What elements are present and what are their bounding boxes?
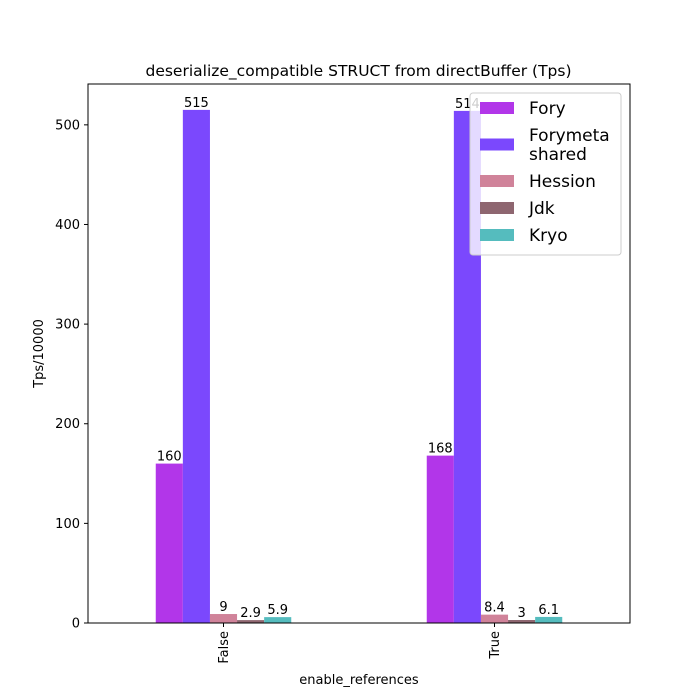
x-tick-label: True [488,631,503,660]
plot-frame [87,83,631,624]
legend-swatch-kryo [480,229,514,241]
x-axis-label: enable_references [299,673,419,688]
bar-jdk-true [508,620,536,623]
chart-title: deserialize_compatible STRUCT from direc… [145,62,571,81]
bar-value-label-forymeta-shared-false: 515 [184,96,209,111]
legend-label-kryo: Kryo [529,226,568,246]
bar-value-label-hession-false: 9 [219,600,227,615]
bar-fory-false [155,463,183,623]
legend-label-fory: Fory [529,99,566,119]
bar-hession-true [480,614,509,623]
y-axis: 0 100 200 300 400 500 [55,118,88,632]
y-tick-label: 200 [55,417,80,432]
bar-value-label-fory-false: 160 [157,450,182,465]
legend-swatch-hession [480,175,514,187]
bar-hession-false [209,614,238,623]
y-tick-label: 500 [55,118,80,133]
bar-value-label-kryo-false: 5.9 [267,603,288,618]
bar-value-label-jdk-false: 2.9 [240,606,261,621]
y-tick-label: 300 [55,318,80,333]
bar-jdk-false [237,620,265,623]
bar-value-label-kryo-true: 6.1 [538,603,559,618]
legend-label-hession: Hession [529,172,596,192]
y-tick-label: 0 [72,617,80,632]
bar-value-label-jdk-true: 3 [517,606,525,621]
legend-label-jdk: Jdk [528,199,555,219]
y-tick-label: 400 [55,218,80,233]
bar-value-label-hession-true: 8.4 [484,601,505,616]
legend-swatch-jdk [480,202,514,214]
bar-forymeta-shared-false [182,109,210,623]
x-tick-label: False [217,631,232,664]
bar-value-label-fory-true: 168 [428,442,453,457]
legend-swatch-forymeta-shared [480,138,514,151]
legend-label-forymeta-shared: Forymeta shared [529,126,610,165]
legend-frame [469,92,622,256]
bar-kryo-false [264,617,292,623]
x-axis: False True [217,623,503,664]
bar-fory-true [426,455,454,623]
y-tick-label: 100 [55,517,80,532]
bar-kryo-true [535,616,563,623]
bars-group [155,109,563,623]
legend-swatch-fory [480,102,514,114]
legend: Fory Forymeta shared Hession Jdk Kryo [469,92,622,256]
y-axis-label: Tps/10000 [32,319,47,389]
